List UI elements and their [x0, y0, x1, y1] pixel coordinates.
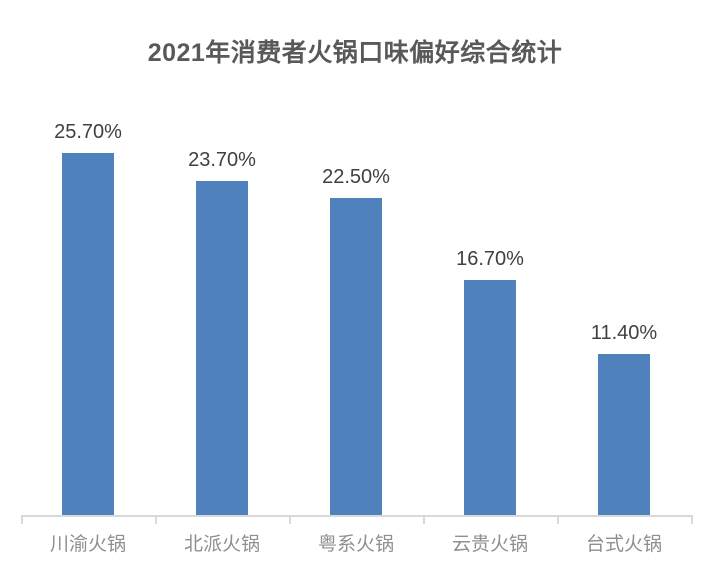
bar-台式火锅: [598, 354, 650, 515]
category-label-台式火锅: 台式火锅: [585, 534, 662, 555]
data-label-川渝火锅: 25.70%: [54, 121, 122, 143]
category-label-北派火锅: 北派火锅: [183, 534, 260, 555]
bar-北派火锅: [196, 181, 248, 515]
data-label-北派火锅: 23.70%: [188, 149, 256, 171]
x-axis-tick: [21, 515, 23, 524]
x-axis-tick: [557, 515, 559, 524]
bar-云贵火锅: [464, 280, 516, 515]
data-label-粤系火锅: 22.50%: [322, 166, 390, 188]
data-label-云贵火锅: 16.70%: [456, 248, 524, 270]
bar-粤系火锅: [330, 198, 382, 515]
plot-area: 25.70% 23.70% 22.50% 16.70% 11.40%: [21, 0, 691, 515]
x-axis-tick: [289, 515, 291, 524]
x-axis-line: [21, 515, 692, 517]
x-axis-tick: [423, 515, 425, 524]
chart-title: 2021年消费者火锅口味偏好综合统计: [147, 39, 563, 67]
bar-川渝火锅: [62, 153, 114, 515]
category-axis-labels: 川渝火锅 北派火锅 粤系火锅 云贵火锅 台式火锅: [21, 533, 691, 559]
category-label-粤系火锅: 粤系火锅: [317, 534, 394, 555]
category-label-云贵火锅: 云贵火锅: [451, 534, 528, 555]
category-label-川渝火锅: 川渝火锅: [49, 534, 126, 555]
x-axis-tick: [155, 515, 157, 524]
data-label-台式火锅: 11.40%: [590, 322, 658, 344]
x-axis-tick: [691, 515, 693, 524]
